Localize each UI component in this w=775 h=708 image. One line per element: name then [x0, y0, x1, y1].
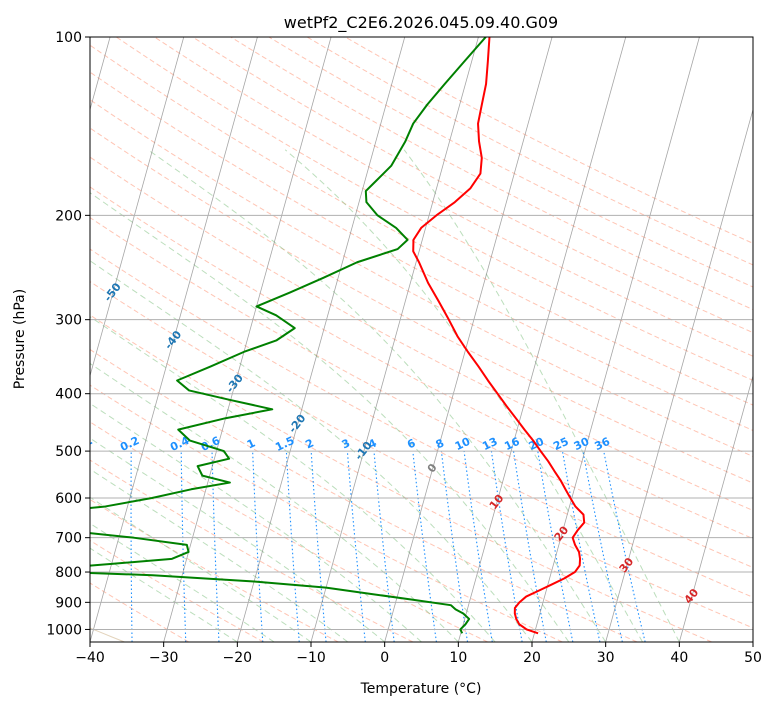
- x-tick-label: 30: [597, 650, 615, 666]
- isotherm: [90, 37, 258, 642]
- isotherm: [605, 108, 753, 642]
- dry-adiabat: [90, 186, 753, 540]
- mixing-ratio-label: 10: [453, 435, 473, 453]
- y-tick-label: 1000: [46, 622, 82, 638]
- dry-adiabat: [90, 127, 753, 484]
- isotherm: [310, 37, 479, 642]
- mixing-ratio-line: [412, 451, 437, 642]
- dry-adiabat: [153, 37, 753, 357]
- y-tick-label: 600: [55, 491, 82, 507]
- mixing-ratio-line: [346, 451, 366, 642]
- dry-adiabat: [306, 37, 753, 266]
- x-tick-label: 40: [670, 650, 688, 666]
- y-tick-label: 800: [55, 565, 82, 581]
- x-tick-label: −40: [75, 650, 105, 666]
- dry-adiabat: [90, 348, 638, 642]
- mixing-ratio-line: [582, 450, 623, 642]
- dry-adiabat: [90, 44, 753, 406]
- temperature-profile: [412, 37, 586, 635]
- isotherm: [163, 37, 332, 642]
- plot-frame: [89, 36, 754, 643]
- y-tick-label: 700: [55, 531, 82, 547]
- mixing-ratio-label: 30: [572, 435, 592, 453]
- isotherm: [457, 37, 627, 642]
- mixing-ratio-label: 16: [502, 435, 522, 453]
- mixing-ratio-label: 0.1: [71, 434, 94, 454]
- x-tick-label: −30: [149, 650, 179, 666]
- isotherm: [678, 374, 753, 642]
- y-tick-label: 200: [55, 208, 82, 224]
- dry-adiabat: [267, 37, 753, 288]
- chart-title: wetPf2_C2E6.2026.045.09.40.G09: [284, 13, 558, 33]
- mixing-ratio-label: 13: [480, 435, 499, 453]
- mixing-ratio-line: [310, 451, 327, 642]
- mixing-ratio-line: [373, 451, 395, 642]
- y-axis-ticks: 100 200 300 400 500 600 700 800 900 1000: [46, 30, 90, 638]
- mixing-ratio-label: 25: [551, 435, 570, 453]
- dry-adiabat: [90, 539, 264, 642]
- isotherm: [531, 37, 700, 642]
- x-tick-label: −20: [223, 650, 253, 666]
- background-lines: [90, 37, 753, 642]
- mixing-ratio-line: [561, 451, 601, 642]
- y-tick-label: 300: [55, 313, 82, 329]
- moist-adiabat: [90, 362, 459, 642]
- x-tick-label: 50: [744, 650, 762, 666]
- x-axis-ticks: −40 −30 −20 −10 0 10 20 30 40 50: [75, 642, 762, 666]
- mixing-ratio-line: [440, 451, 469, 642]
- moist-adiabat: [147, 149, 607, 642]
- y-tick-label: 100: [55, 30, 82, 46]
- mixing-ratio-label: 36: [593, 435, 613, 453]
- y-axis-label: Pressure (hPa): [12, 289, 28, 389]
- y-tick-label: 900: [55, 595, 82, 611]
- y-tick-label: 500: [55, 444, 82, 460]
- x-tick-label: −10: [296, 650, 326, 666]
- x-tick-label: 10: [449, 650, 467, 666]
- isotherm: [90, 37, 185, 378]
- dry-adiabat: [90, 99, 753, 457]
- profiles: [90, 37, 586, 635]
- moist-adiabat: [90, 468, 349, 642]
- dry-adiabat: [90, 384, 563, 642]
- x-axis-label: Temperature (°C): [360, 681, 482, 697]
- moist-adiabat: [90, 192, 570, 642]
- y-tick-label: 400: [55, 387, 82, 403]
- dry-adiabat: [90, 280, 753, 629]
- dry-adiabat: [90, 156, 753, 512]
- isotherm: [384, 37, 553, 642]
- dry-adiabat: [115, 37, 753, 381]
- dry-adiabat: [90, 314, 712, 642]
- dewpoint-profile: [90, 37, 487, 634]
- isotherm: [236, 37, 406, 642]
- x-tick-label: 20: [523, 650, 541, 666]
- dry-adiabat: [90, 216, 753, 569]
- dry-adiabat: [90, 71, 753, 431]
- x-tick-label: 0: [380, 650, 389, 666]
- mixing-ratio-line: [463, 451, 493, 642]
- dry-adiabat: [90, 248, 753, 598]
